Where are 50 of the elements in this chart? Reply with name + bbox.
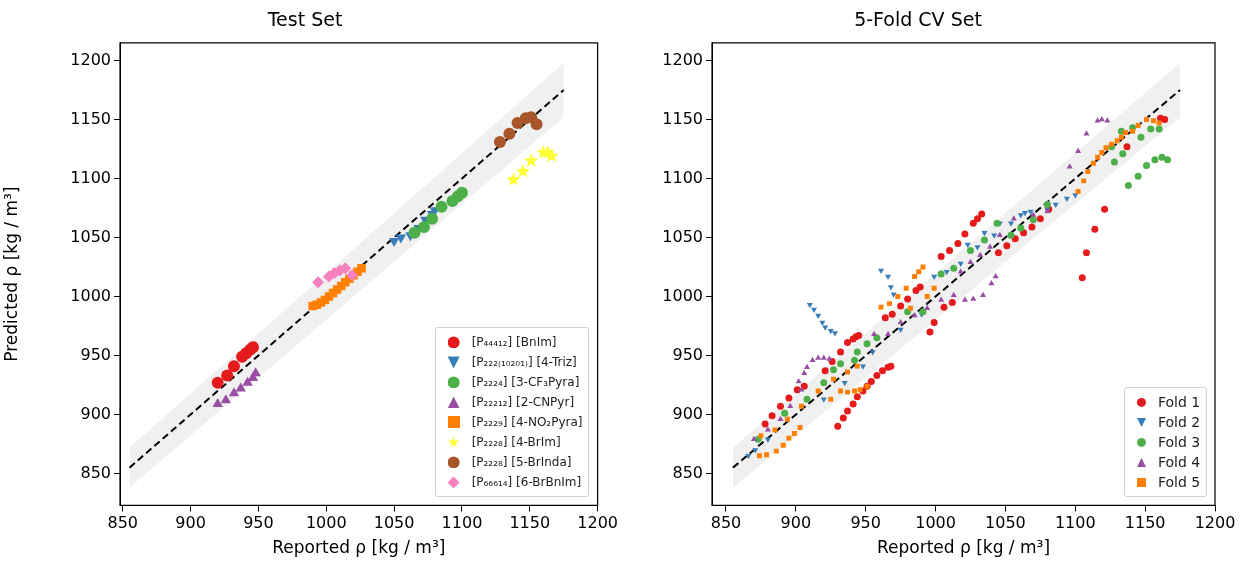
y-tick-label: 1100 bbox=[662, 167, 703, 187]
x-tick-label: 1050 bbox=[373, 513, 415, 533]
legend-label: Fold 3 bbox=[1158, 434, 1201, 451]
x-tick-label: 950 bbox=[243, 513, 274, 533]
y-tick-label: 1200 bbox=[662, 49, 703, 69]
legend-label: [P₄₄₄₁₂] [BnIm] bbox=[471, 335, 557, 350]
x-tick-label: 1000 bbox=[305, 513, 347, 533]
legend-label: Fold 1 bbox=[1158, 394, 1201, 411]
y-tick-label: 1000 bbox=[70, 285, 111, 305]
x-tick-label: 950 bbox=[850, 513, 881, 533]
legend-label: Fold 4 bbox=[1158, 454, 1201, 471]
x-tick-label: 900 bbox=[175, 513, 206, 533]
x-tick-label: 1150 bbox=[1124, 513, 1166, 533]
y-tick-label: 900 bbox=[672, 403, 703, 423]
legend-label: [P₂₂₂₁₂] [2-CNPyr] bbox=[471, 395, 575, 410]
x-tick-label: 1200 bbox=[577, 513, 618, 533]
x-axis-title: Reported ρ [kg / m³] bbox=[876, 537, 1051, 558]
x-axis-title: Reported ρ [kg / m³] bbox=[272, 537, 446, 558]
legend-label: [P₂₂₂₈] [4-BrIm] bbox=[471, 435, 561, 450]
x-tick-label: 1000 bbox=[915, 513, 956, 533]
y-tick-label: 900 bbox=[80, 403, 111, 423]
y-tick-label: 1200 bbox=[70, 49, 111, 69]
legend-label: Fold 5 bbox=[1158, 474, 1201, 491]
x-tick-label: 900 bbox=[780, 513, 812, 533]
legend-label: [P₂₂₂₄] [3-CF₃Pyra] bbox=[471, 375, 580, 390]
y-tick-label: 850 bbox=[672, 462, 703, 482]
y-tick-label: 1100 bbox=[70, 167, 111, 187]
x-tick-label: 1050 bbox=[985, 513, 1026, 533]
y-tick-label: 1050 bbox=[662, 226, 703, 246]
legend-label: [P₂₂₂₉] [4-NO₂Pyra] bbox=[471, 415, 583, 430]
legend-label: [P₂₂₂₍₁₀₂₀₁₎] [4-Triz] bbox=[471, 355, 577, 370]
x-tick-label: 1150 bbox=[509, 513, 551, 533]
x-tick-label: 1100 bbox=[441, 513, 483, 533]
y-tick-label: 850 bbox=[80, 462, 111, 482]
y-tick-label: 1050 bbox=[70, 226, 111, 246]
y-tick-label: 1000 bbox=[662, 285, 703, 305]
x-tick-label: 850 bbox=[710, 513, 742, 533]
legend-label: [P₆₆₆₁₄] [6-BrBnIm] bbox=[471, 475, 582, 490]
legend-label: Fold 2 bbox=[1158, 414, 1201, 431]
x-tick-label: 850 bbox=[107, 513, 138, 533]
x-tick-label: 1200 bbox=[1194, 513, 1236, 533]
y-tick-label: 1150 bbox=[70, 108, 111, 128]
x-tick-label: 1100 bbox=[1054, 513, 1096, 533]
y-tick-label: 950 bbox=[80, 344, 111, 364]
chart-title: Test Set bbox=[266, 8, 343, 31]
legend-label: [P₂₂₂₈] [5-BrInda] bbox=[471, 455, 572, 470]
y-tick-label: 1150 bbox=[662, 108, 703, 128]
y-tick-label: 950 bbox=[672, 344, 703, 364]
chart-title: 5-Fold CV Set bbox=[854, 8, 982, 31]
y-axis-title: Predicted ρ [kg / m³] bbox=[0, 186, 21, 362]
